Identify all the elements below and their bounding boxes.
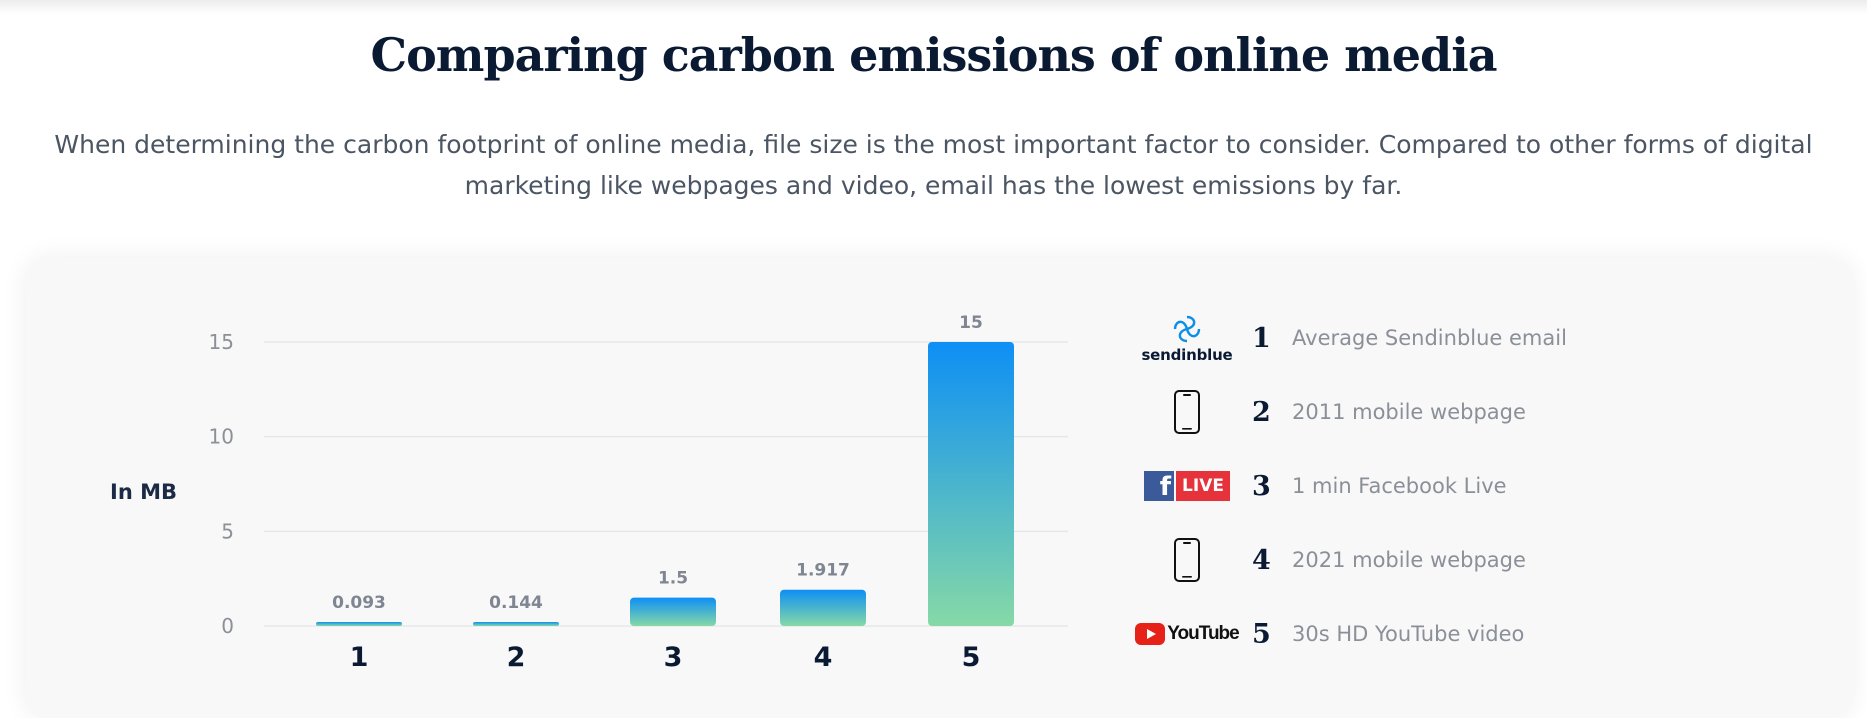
bar-chart: 0 5 10 15 0.093 1 0.144 2 1.5 3 1.917 4 15 5 xyxy=(209,313,1068,673)
legend-number: 4 xyxy=(1252,544,1271,576)
mobile-phone-icon xyxy=(1136,382,1238,442)
chart-card: In MB 0 5 10 15 0.093 1 0.144 2 1.5 3 1.917 4 15 5 xyxy=(26,258,1852,718)
bar-4 xyxy=(780,589,866,626)
bar-1 xyxy=(316,622,402,626)
legend-item: f LIVE 3 1 min Facebook Live xyxy=(1136,456,1696,516)
x-category-label: 2 xyxy=(507,642,526,673)
youtube-play-icon xyxy=(1135,623,1166,645)
x-category-label: 5 xyxy=(962,642,981,673)
sendinblue-swirl-icon xyxy=(1173,315,1201,343)
legend-number: 3 xyxy=(1252,470,1271,502)
page-title: Comparing carbon emissions of online med… xyxy=(370,28,1497,82)
bar-5 xyxy=(928,342,1014,626)
y-tick-label: 10 xyxy=(209,425,234,449)
facebook-live-icon: f LIVE xyxy=(1136,456,1238,516)
y-tick-label: 5 xyxy=(221,519,234,543)
legend-label: Average Sendinblue email xyxy=(1292,326,1567,350)
y-tick-label: 15 xyxy=(209,330,234,354)
legend-item: YouTube 5 30s HD YouTube video xyxy=(1135,604,1696,664)
bar-3 xyxy=(630,597,716,626)
legend-label: 30s HD YouTube video xyxy=(1292,622,1525,646)
live-badge: LIVE xyxy=(1176,471,1230,501)
legend-item: 4 2021 mobile webpage xyxy=(1136,530,1696,590)
legend-label: 2011 mobile webpage xyxy=(1292,400,1526,424)
mobile-phone-icon xyxy=(1136,530,1238,590)
top-shadow xyxy=(0,0,1867,14)
legend-number: 1 xyxy=(1252,322,1271,354)
bar-2 xyxy=(473,622,559,626)
bar-value-label: 0.093 xyxy=(332,593,386,613)
sendinblue-logo-icon: sendinblue xyxy=(1136,308,1238,368)
legend-number: 5 xyxy=(1252,618,1271,650)
youtube-wordmark: YouTube xyxy=(1167,623,1239,644)
legend-item: sendinblue 1 Average Sendinblue email xyxy=(1136,308,1696,368)
sendinblue-wordmark: sendinblue xyxy=(1141,346,1233,364)
legend-label: 1 min Facebook Live xyxy=(1292,474,1507,498)
legend-number: 2 xyxy=(1252,396,1271,428)
bar-value-label: 1.917 xyxy=(796,561,850,581)
bar-value-label: 0.144 xyxy=(489,593,543,613)
page-description: When determining the carbon footprint of… xyxy=(54,130,1813,200)
x-category-label: 3 xyxy=(664,642,683,673)
y-tick-label: 0 xyxy=(221,614,234,638)
y-axis-label: In MB xyxy=(110,480,177,504)
facebook-f-icon: f xyxy=(1144,471,1175,501)
x-category-label: 4 xyxy=(814,642,833,673)
x-category-label: 1 xyxy=(350,642,369,673)
bar-value-label: 1.5 xyxy=(658,569,688,589)
legend-label: 2021 mobile webpage xyxy=(1292,548,1526,572)
legend-item: 2 2011 mobile webpage xyxy=(1136,382,1696,442)
bar-value-label: 15 xyxy=(959,313,983,333)
youtube-logo-icon: YouTube xyxy=(1135,604,1240,664)
